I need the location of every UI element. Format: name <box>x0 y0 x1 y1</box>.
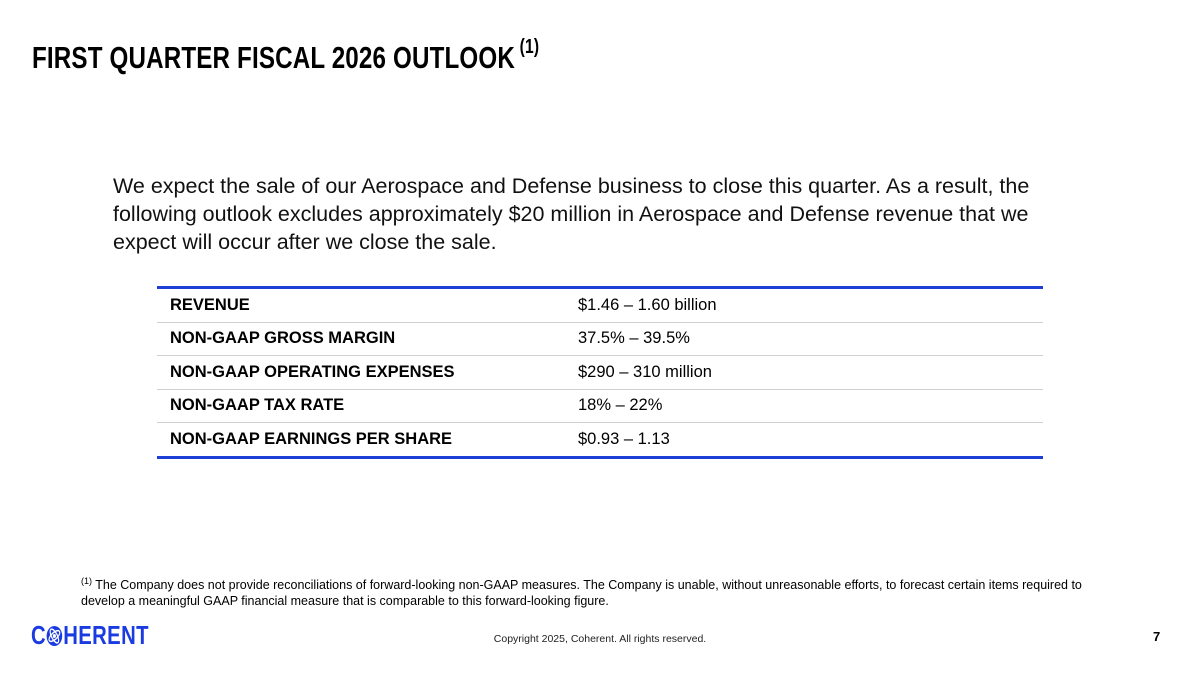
row-label: NON-GAAP TAX RATE <box>170 396 345 415</box>
logo-letter: C <box>31 620 47 650</box>
table-row: NON-GAAP OPERATING EXPENSES $290 – 310 mi… <box>157 356 1043 390</box>
copyright: Copyright 2025, Coherent. All rights res… <box>493 633 707 645</box>
table-row: NON-GAAP EARNINGS PER SHARE $0.93 – 1.13 <box>157 423 1043 456</box>
row-value: $1.46 – 1.60 billion <box>578 295 717 314</box>
row-label: NON-GAAP OPERATING EXPENSES <box>170 362 455 381</box>
table-row: NON-GAAP TAX RATE 18% – 22% <box>157 390 1043 423</box>
row-label: REVENUE <box>170 295 250 314</box>
footnote-text: The Company does not provide reconciliat… <box>81 578 1082 609</box>
outlook-table: REVENUE $1.46 – 1.60 billion NON-GAAP GRO… <box>157 286 1043 459</box>
intro-paragraph: We expect the sale of our Aerospace and … <box>113 174 1030 254</box>
row-value: $290 – 310 million <box>578 362 712 381</box>
globe-logo-icon <box>46 626 63 646</box>
row-label: NON-GAAP GROSS MARGIN <box>170 329 396 348</box>
table-row: REVENUE $1.46 – 1.60 billion <box>157 289 1043 323</box>
logo-text: HERENT <box>63 620 149 650</box>
title-footnote-marker: (1) <box>519 36 540 58</box>
page-title: FIRST QUARTER FISCAL 2026 OUTLOOK (1) <box>32 36 539 76</box>
row-value: 18% – 22% <box>578 396 663 415</box>
row-label: NON-GAAP EARNINGS PER SHARE <box>170 429 453 448</box>
footnote-marker: (1) <box>81 576 92 586</box>
coherent-logo: C HERENT <box>31 620 149 651</box>
table-row: NON-GAAP GROSS MARGIN 37.5% – 39.5% <box>157 323 1043 356</box>
footnote: (1) The Company does not provide reconci… <box>81 573 1101 609</box>
row-value: $0.93 – 1.13 <box>578 429 670 448</box>
row-value: 37.5% – 39.5% <box>578 329 690 348</box>
page-number: 7 <box>1153 629 1161 644</box>
title-text: FIRST QUARTER FISCAL 2026 OUTLOOK <box>32 40 515 75</box>
